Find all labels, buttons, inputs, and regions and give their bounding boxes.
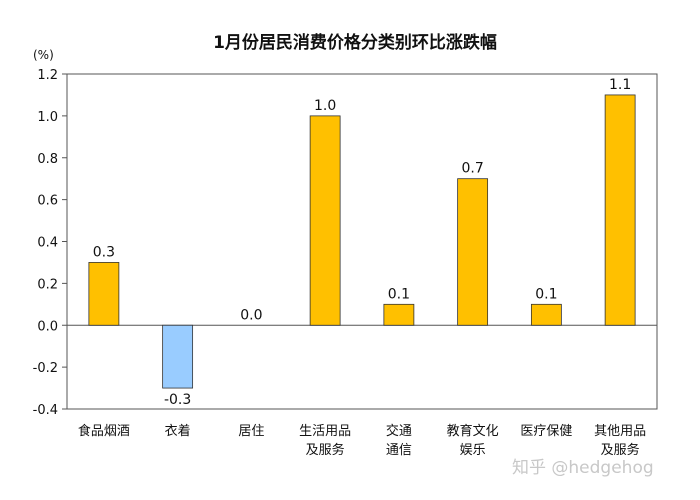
data-label: 1.0	[314, 98, 336, 114]
data-label: -0.3	[164, 392, 191, 408]
bar	[604, 94, 636, 326]
x-category-label: 其他用品	[594, 424, 646, 439]
x-category-label: 及服务	[306, 442, 345, 458]
y-tick-label: 0.8	[37, 152, 58, 167]
y-tick-label: 0.0	[37, 319, 58, 334]
x-category-label: 娱乐	[460, 443, 486, 458]
data-label: 0.0	[240, 307, 262, 323]
x-category-label: 衣着	[165, 423, 191, 439]
data-label: 0.1	[535, 286, 557, 302]
plot-frame	[66, 73, 658, 410]
x-category-label: 交通	[386, 423, 412, 439]
x-category-label: 及服务	[601, 442, 640, 458]
bar	[383, 303, 415, 326]
bar	[309, 115, 341, 326]
bar	[530, 303, 562, 326]
x-category-label: 居住	[238, 424, 264, 439]
x-category-label: 教育文化	[447, 423, 499, 439]
y-tick-label: 0.6	[37, 194, 58, 209]
data-label: 0.1	[388, 286, 410, 302]
bar	[88, 262, 120, 326]
chart-title: 1月份居民消费价格分类别环比涨跌幅	[213, 32, 497, 53]
y-tick-label: 1.2	[37, 68, 58, 83]
bar	[162, 324, 194, 389]
x-category-label: 食品烟酒	[78, 423, 130, 439]
plot-area: 1.2 1.0 0.8 0.6 0.4 0.2 0.0 -0.2 -0.4 0.3 食品烟酒 -0.3…	[33, 68, 658, 458]
x-category-label: 生活用品	[299, 424, 351, 439]
data-label: 1.1	[609, 77, 631, 93]
x-category-label: 医疗保健	[520, 424, 572, 439]
y-axis-unit: (%)	[33, 48, 54, 62]
x-category-label: 通信	[386, 443, 412, 458]
y-tick-label: 0.2	[37, 277, 58, 292]
y-tick-label: 0.4	[37, 236, 58, 251]
bar	[457, 178, 489, 326]
y-tick-label: -0.2	[33, 361, 58, 376]
y-tick-label: 1.0	[37, 110, 58, 125]
data-label: 0.7	[461, 161, 483, 177]
y-tick-label: -0.4	[33, 403, 58, 418]
data-label: 0.3	[93, 244, 115, 260]
watermark: 知乎 @hedgehog	[512, 458, 654, 478]
